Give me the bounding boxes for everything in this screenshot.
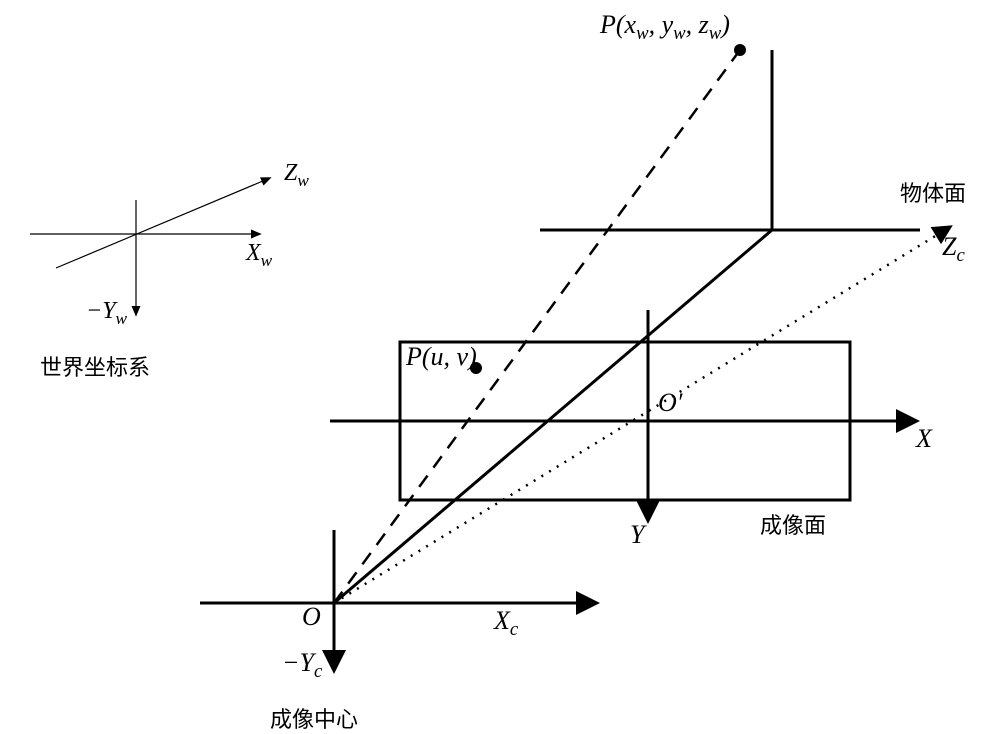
- label-Zc: Zc: [942, 232, 965, 267]
- projection-ray: [334, 50, 740, 603]
- label-X-image: X: [916, 424, 932, 454]
- label-P-world: P(xw, yw, zw): [600, 10, 730, 45]
- camera-caption: 成像中心: [270, 702, 358, 734]
- image-plane-caption: 成像面: [760, 508, 826, 540]
- label-neg-Yc: −Yc: [282, 648, 322, 683]
- label-O: O: [302, 602, 321, 632]
- label-Xc: Xc: [494, 606, 518, 641]
- object-plane-caption: 物体面: [900, 176, 966, 208]
- world-z-axis: [56, 178, 270, 268]
- label-neg-Yw: −Yw: [86, 298, 127, 329]
- label-P-image: P(u, v): [406, 342, 477, 372]
- label-Y-image: Y: [630, 520, 644, 550]
- label-Xw: Xw: [246, 240, 272, 271]
- label-Zw: Zw: [284, 160, 309, 191]
- world-caption: 世界坐标系: [40, 350, 150, 382]
- label-Oprime: O′: [658, 388, 682, 418]
